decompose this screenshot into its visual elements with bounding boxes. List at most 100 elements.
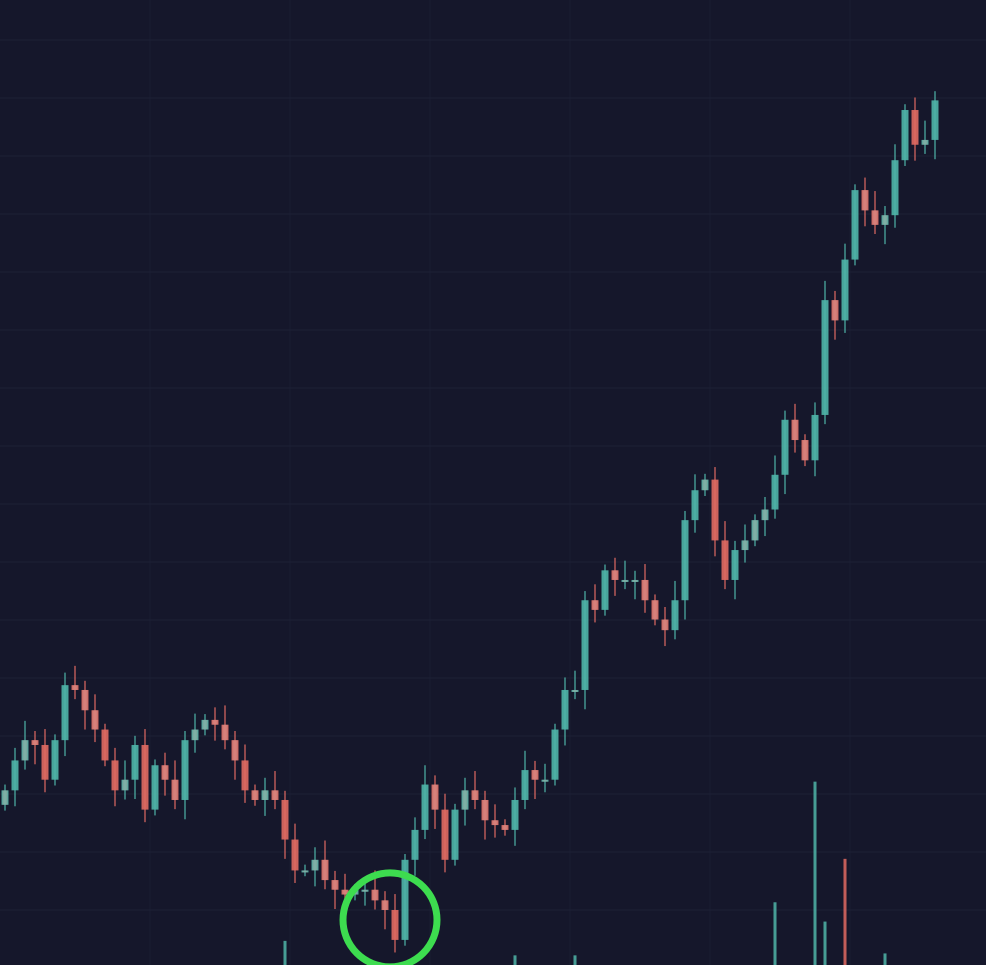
candle-body	[831, 300, 839, 321]
candle-body	[621, 579, 629, 582]
candle-body-highlight	[172, 779, 178, 800]
candle	[551, 723, 559, 786]
candle-body	[331, 880, 339, 890]
candle-body	[511, 799, 519, 830]
candle-body-highlight	[92, 710, 98, 730]
candle	[81, 680, 89, 730]
candle-body-highlight	[502, 825, 508, 830]
candle-body-highlight	[832, 300, 838, 321]
candle-body	[581, 600, 589, 690]
candle	[461, 777, 469, 826]
candle	[181, 730, 189, 820]
candle-body-highlight	[2, 790, 8, 805]
candle-body	[371, 889, 379, 901]
candle	[531, 760, 539, 800]
candle-body	[431, 784, 439, 810]
candle-body-highlight	[482, 799, 488, 821]
candle	[581, 591, 589, 710]
candle	[561, 677, 569, 746]
volume-bar	[513, 955, 517, 965]
candle-body	[701, 479, 709, 491]
candle-body-highlight	[532, 770, 538, 780]
candle	[701, 473, 709, 497]
candle-body	[341, 889, 349, 895]
candle-body	[211, 719, 219, 725]
candle-body	[1, 790, 9, 805]
candle-body	[391, 909, 399, 940]
candle-body	[761, 509, 769, 521]
candle-body	[221, 724, 229, 741]
candle-body-highlight	[222, 724, 228, 741]
candle	[21, 720, 29, 770]
candle	[131, 735, 139, 800]
candle	[191, 713, 199, 753]
candle	[381, 891, 389, 930]
candle	[891, 144, 899, 228]
candle-body-highlight	[122, 779, 128, 791]
candle-body	[811, 414, 819, 461]
candle-body	[721, 540, 729, 580]
candle	[121, 760, 129, 800]
candle	[711, 467, 719, 557]
candle	[281, 790, 289, 859]
candle	[101, 723, 109, 767]
candle	[91, 694, 99, 743]
candle-body	[801, 440, 809, 461]
candle	[1, 784, 9, 811]
candle-body	[301, 870, 309, 873]
candle-body-highlight	[862, 190, 868, 211]
candle-body	[191, 729, 199, 741]
candle-body-highlight	[212, 719, 218, 725]
candle-body-highlight	[472, 790, 478, 800]
candle-body-highlight	[82, 689, 88, 711]
candle-body	[421, 784, 429, 830]
candle-body	[901, 110, 909, 161]
candle-body	[591, 600, 599, 610]
candle-body	[531, 770, 539, 780]
candle-body	[671, 600, 679, 631]
candle-body	[651, 600, 659, 620]
candle-body	[681, 520, 689, 601]
candle-body	[241, 760, 249, 791]
volume-bar	[813, 781, 817, 965]
candle-body	[281, 799, 289, 840]
candle-body-highlight	[492, 820, 498, 826]
candle	[921, 120, 929, 154]
candle-body-highlight	[802, 440, 808, 461]
candle	[861, 177, 869, 227]
candle	[481, 790, 489, 840]
candle-body-highlight	[662, 619, 668, 631]
candle-body	[311, 859, 319, 871]
candle	[621, 560, 629, 590]
volume-bar	[573, 955, 577, 965]
candle-body	[871, 210, 879, 225]
candle-body-highlight	[922, 139, 928, 145]
candle-body	[881, 215, 889, 225]
volume-bars	[283, 781, 887, 965]
candle-body	[101, 729, 109, 761]
candle	[311, 847, 319, 887]
candle	[771, 455, 779, 519]
candle	[671, 580, 679, 640]
candle	[741, 524, 749, 563]
candle-body	[911, 110, 919, 145]
candle	[611, 557, 619, 596]
candle	[541, 763, 549, 793]
candle-body-highlight	[262, 790, 268, 800]
candle-body-highlight	[542, 779, 548, 782]
candle-body-highlight	[572, 689, 578, 692]
candle-body-highlight	[592, 600, 598, 610]
candle-body	[741, 540, 749, 551]
candle-body	[21, 740, 29, 761]
candle-body	[41, 744, 49, 780]
candle-body	[251, 790, 259, 800]
candle-body-highlight	[752, 520, 758, 541]
candle	[421, 765, 429, 840]
candle-body	[171, 779, 179, 800]
candle	[631, 570, 639, 600]
volume-bar	[823, 921, 827, 965]
candle-body	[501, 825, 509, 830]
candle	[521, 750, 529, 810]
